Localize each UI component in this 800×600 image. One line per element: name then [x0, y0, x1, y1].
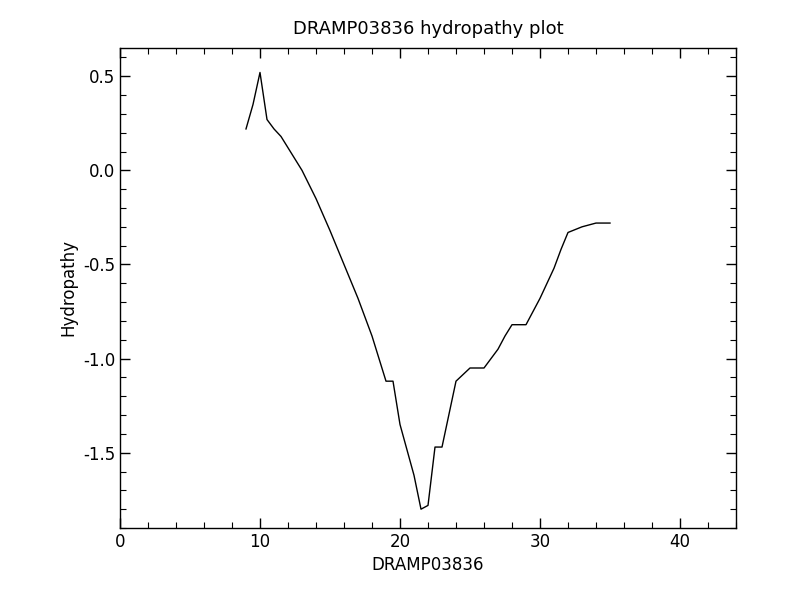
X-axis label: DRAMP03836: DRAMP03836: [372, 556, 484, 574]
Title: DRAMP03836 hydropathy plot: DRAMP03836 hydropathy plot: [293, 20, 563, 38]
Y-axis label: Hydropathy: Hydropathy: [59, 239, 78, 337]
